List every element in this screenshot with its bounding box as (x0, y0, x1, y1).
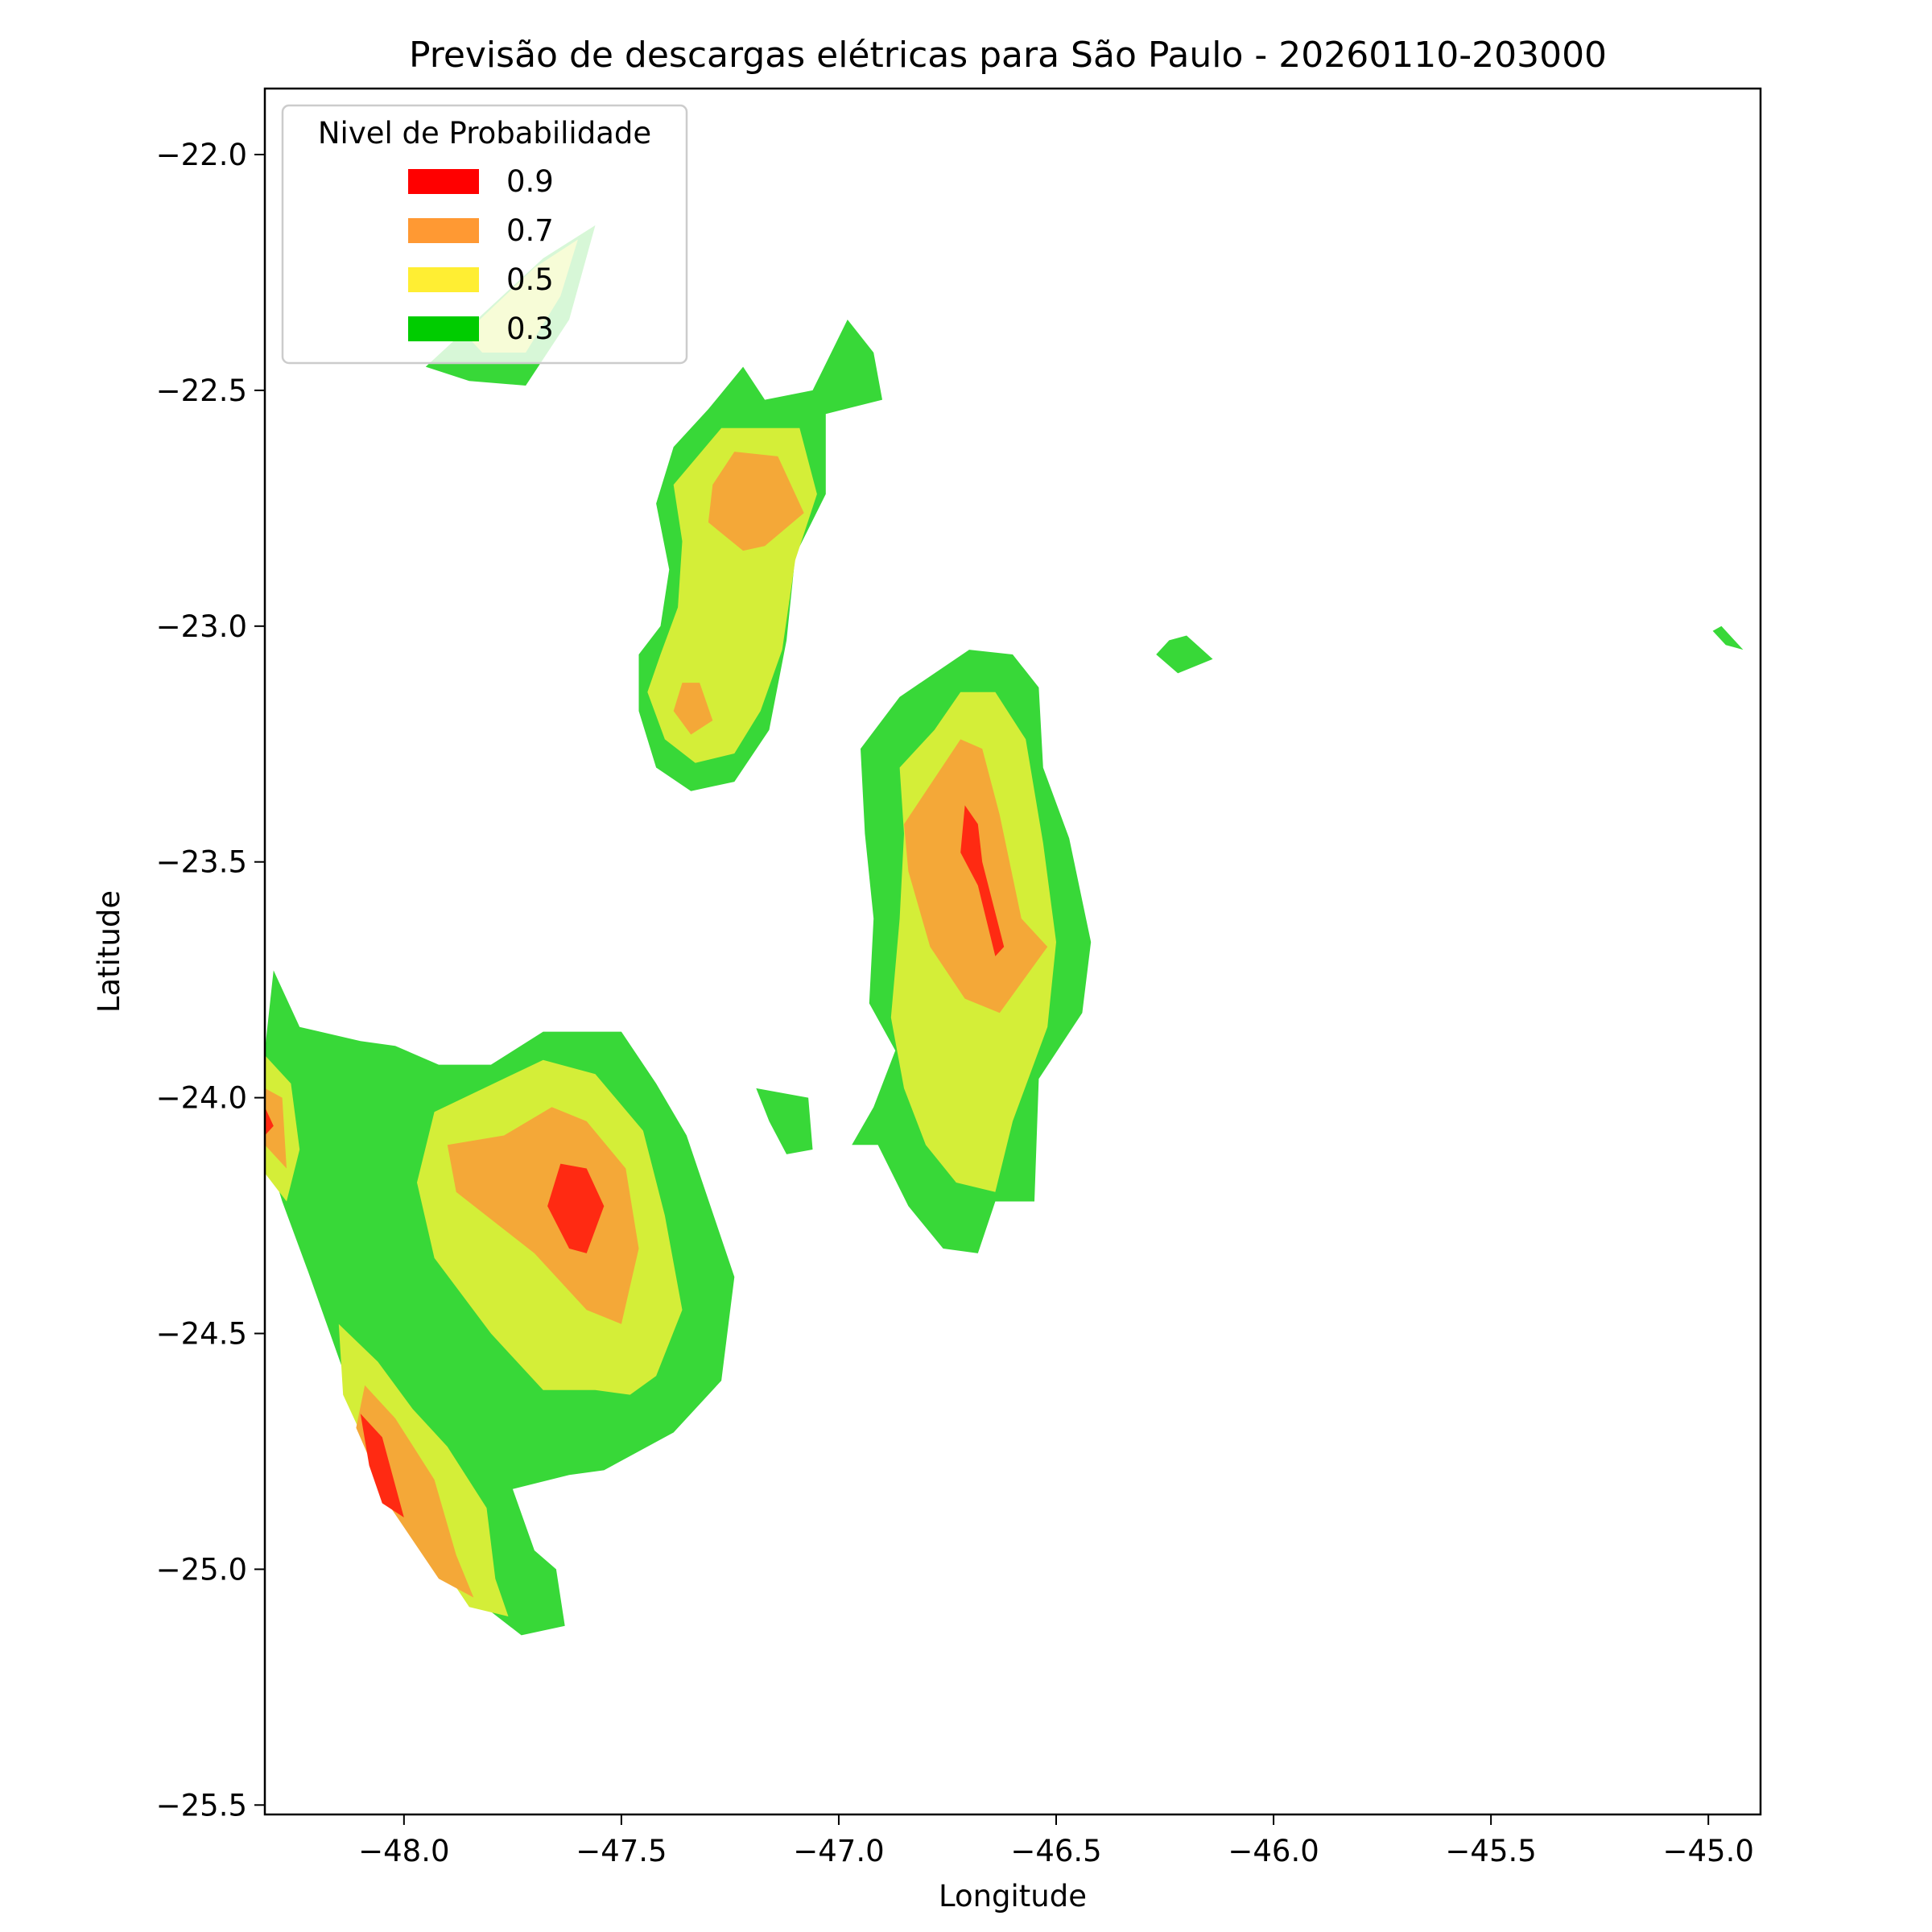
contour-fills (265, 225, 1744, 1636)
y-tick-label: −25.5 (156, 1788, 247, 1823)
contour-level-07-region (265, 1088, 287, 1169)
legend-swatch (408, 267, 479, 292)
contour-level-03-region (1156, 635, 1213, 674)
contour-level-03-region (756, 1088, 813, 1154)
cell-center-east (852, 650, 1092, 1253)
cell-south-west (265, 970, 735, 1636)
cell-small-center (756, 1088, 813, 1154)
x-tick-label: −46.0 (1228, 1834, 1319, 1868)
contour-level-09-region (547, 1163, 605, 1253)
legend-label: 0.9 (506, 164, 554, 199)
cell-far-east (1712, 625, 1744, 650)
x-tick-label: −46.5 (1010, 1834, 1101, 1868)
x-tick-label: −47.5 (576, 1834, 667, 1868)
legend-label: 0.7 (506, 213, 554, 248)
x-tick-label: −45.0 (1662, 1834, 1753, 1868)
plot-frame (263, 87, 1762, 1816)
x-axis-label: Longitude (939, 1879, 1087, 1913)
legend-entries: 0.9 0.7 0.5 0.3 (408, 164, 554, 346)
contour-level-03-region (1712, 625, 1744, 650)
y-tick-label: −24.5 (156, 1316, 247, 1351)
y-tick-label: −24.0 (156, 1081, 247, 1116)
legend-swatch (408, 218, 479, 243)
y-axis: −22.0 −22.5 −23.0 −23.5 −24.0 −24.5 −25.0 −25.5 (156, 138, 265, 1823)
contour-level-09-region (360, 1414, 404, 1517)
contour-level-09-region (265, 1107, 274, 1136)
chart-title: Previsão de descargas elétricas para São… (409, 35, 1607, 76)
legend-swatch (408, 316, 479, 341)
legend-label: 0.3 (506, 312, 554, 346)
y-tick-label: −22.0 (156, 138, 247, 172)
contour-level-07-region (708, 452, 804, 551)
x-tick-label: −47.0 (793, 1834, 884, 1868)
legend-box (281, 104, 688, 365)
contour-level-07-region (356, 1385, 474, 1598)
cell-north (638, 320, 882, 791)
y-tick-label: −25.0 (156, 1552, 247, 1587)
legend-title: Nivel de Probabilidade (318, 116, 651, 151)
y-axis-label: Latitude (92, 890, 126, 1013)
contour-level-07-region (447, 1107, 639, 1324)
contour-level-09-region (960, 805, 1005, 956)
y-tick-label: −23.0 (156, 609, 247, 644)
x-tick-label: −45.5 (1445, 1834, 1536, 1868)
legend-swatch (408, 169, 479, 194)
contour-level-07-region (673, 683, 713, 735)
y-tick-label: −23.5 (156, 845, 247, 880)
x-tick-label: −48.0 (358, 1834, 449, 1868)
legend-label: 0.5 (506, 262, 554, 297)
x-axis: −48.0 −47.5 −47.0 −46.5 −46.0 −45.5 −45.0 (358, 1814, 1754, 1868)
cell-small-east (1156, 635, 1213, 674)
legend: Nivel de Probabilidade 0.9 0.7 0.5 0.3 (281, 104, 688, 365)
y-tick-label: −22.5 (156, 374, 247, 408)
